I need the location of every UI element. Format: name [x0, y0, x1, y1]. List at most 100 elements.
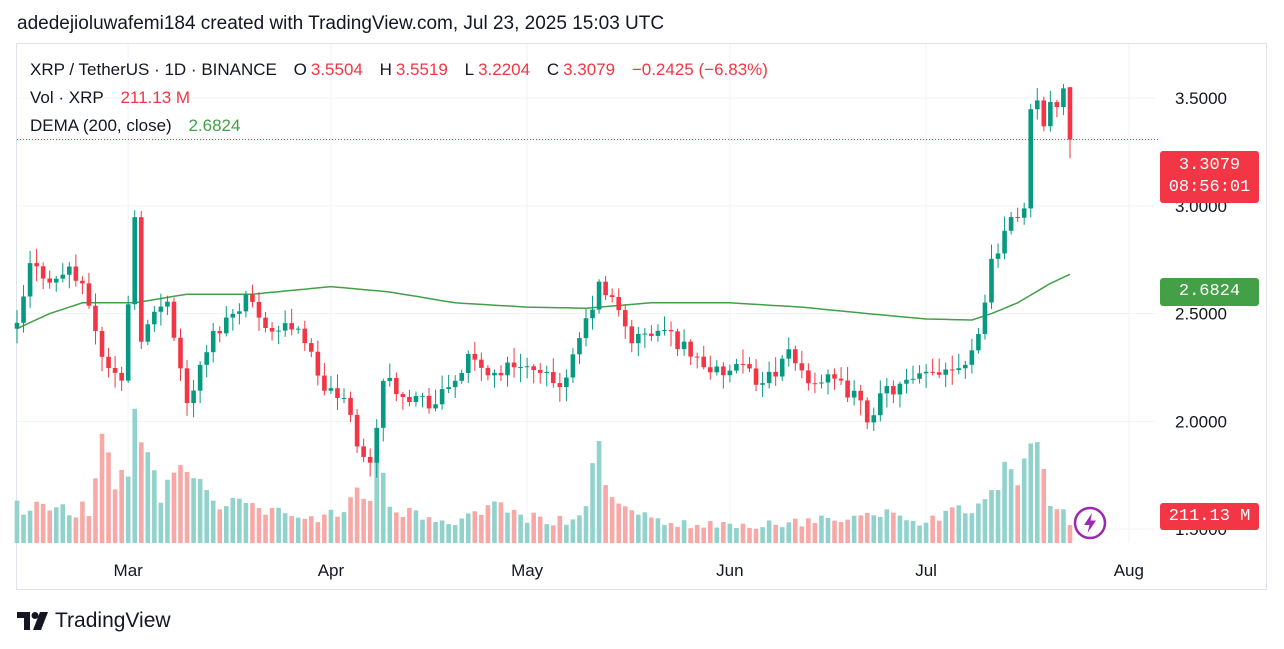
volume-bar: [237, 498, 242, 543]
x-tick-label: Jul: [915, 561, 937, 580]
candle-body: [721, 366, 726, 376]
candle-body: [851, 390, 857, 398]
candle-body: [380, 380, 386, 428]
volume-bar: [956, 505, 962, 543]
candle-body: [40, 266, 46, 279]
volume-bar: [230, 497, 236, 543]
volume-bar: [1015, 485, 1020, 543]
candle-body: [328, 388, 334, 391]
candle-body: [243, 294, 249, 312]
volume-value-tag: 211.13 M: [1160, 503, 1259, 530]
candle-body: [583, 318, 589, 339]
volume-bar: [943, 510, 949, 543]
volume-bar: [773, 524, 778, 543]
volume-bar: [714, 527, 720, 543]
candle-body: [766, 371, 772, 384]
volume-bar: [649, 517, 654, 543]
candle-body: [289, 323, 294, 330]
volume-bar: [963, 513, 968, 543]
x-tick-label: Aug: [1114, 561, 1144, 580]
volume-bar: [387, 506, 393, 543]
candle-body: [596, 281, 602, 310]
candle-body: [420, 395, 425, 397]
candle-body: [158, 306, 164, 312]
volume-bar: [694, 524, 700, 543]
volume-bar: [413, 510, 419, 543]
volume-bar: [21, 514, 26, 543]
volume-bar: [550, 525, 556, 543]
volume-bar: [642, 512, 648, 543]
candle-body: [21, 296, 26, 323]
volume-bar: [544, 524, 550, 543]
candle-body: [949, 369, 955, 371]
candle-body: [80, 280, 85, 284]
candle-body: [956, 368, 962, 371]
candle-body: [14, 322, 20, 329]
volume-bar: [688, 528, 693, 543]
candle-body: [701, 356, 707, 368]
candle-body: [387, 377, 393, 381]
candle-body: [616, 297, 622, 311]
volume-bar: [60, 504, 66, 543]
volume-bar: [452, 525, 458, 543]
lightning-bolt-icon[interactable]: [1073, 506, 1107, 540]
volume-bar: [897, 515, 903, 543]
volume-bar: [786, 522, 792, 543]
candle-body: [269, 328, 275, 332]
candle-body: [564, 377, 569, 388]
candle-body: [655, 330, 661, 336]
candle-body: [73, 266, 79, 281]
candle-body: [531, 366, 536, 371]
volume-bar: [845, 519, 850, 543]
volume-bar: [969, 513, 975, 543]
volume-bar: [740, 523, 746, 543]
volume-bar: [485, 505, 491, 543]
candle-body: [505, 362, 510, 376]
volume-bar: [282, 513, 288, 543]
volume-bar: [302, 518, 308, 543]
x-tick-label: Apr: [318, 561, 345, 580]
candle-body: [348, 397, 353, 415]
candle-body: [511, 362, 517, 368]
volume-bar: [675, 526, 680, 543]
candle-body: [976, 334, 981, 351]
candle-body: [47, 278, 53, 283]
candle-body: [394, 377, 399, 395]
volume-bar: [210, 500, 216, 543]
candle-body: [341, 397, 347, 399]
volume-bar: [361, 498, 366, 543]
candle-body: [550, 372, 556, 384]
volume-bar: [165, 479, 170, 543]
candle-body: [237, 311, 242, 314]
candle-body: [485, 367, 491, 376]
volume-bar: [1067, 525, 1073, 543]
legend-high-label: H: [379, 60, 392, 79]
volume-bar: [557, 515, 563, 543]
candle-body: [459, 373, 465, 381]
candle-body: [858, 390, 863, 401]
volume-bar: [989, 490, 994, 543]
volume-bar: [426, 517, 432, 543]
candle-body: [969, 350, 975, 365]
volume-bar: [1048, 505, 1053, 543]
volume-bar: [204, 490, 209, 543]
candle-body: [819, 382, 824, 384]
candle-body: [93, 305, 98, 331]
volume-bar: [629, 510, 635, 543]
volume-bar: [1054, 509, 1060, 543]
candle-body: [119, 372, 124, 381]
volume-bar: [727, 523, 733, 543]
volume-bar: [14, 500, 20, 543]
volume-bar: [531, 512, 536, 543]
tradingview-brand[interactable]: TradingView: [17, 609, 171, 633]
volume-bar: [949, 507, 955, 543]
volume-bar: [707, 521, 713, 543]
candle-body: [322, 375, 327, 391]
candle-body: [1015, 217, 1020, 219]
legend-high: 3.5519: [395, 60, 448, 79]
candle-body: [67, 266, 72, 275]
candle-body: [492, 372, 497, 376]
volume-bar: [792, 518, 798, 543]
candle-body: [479, 359, 484, 368]
